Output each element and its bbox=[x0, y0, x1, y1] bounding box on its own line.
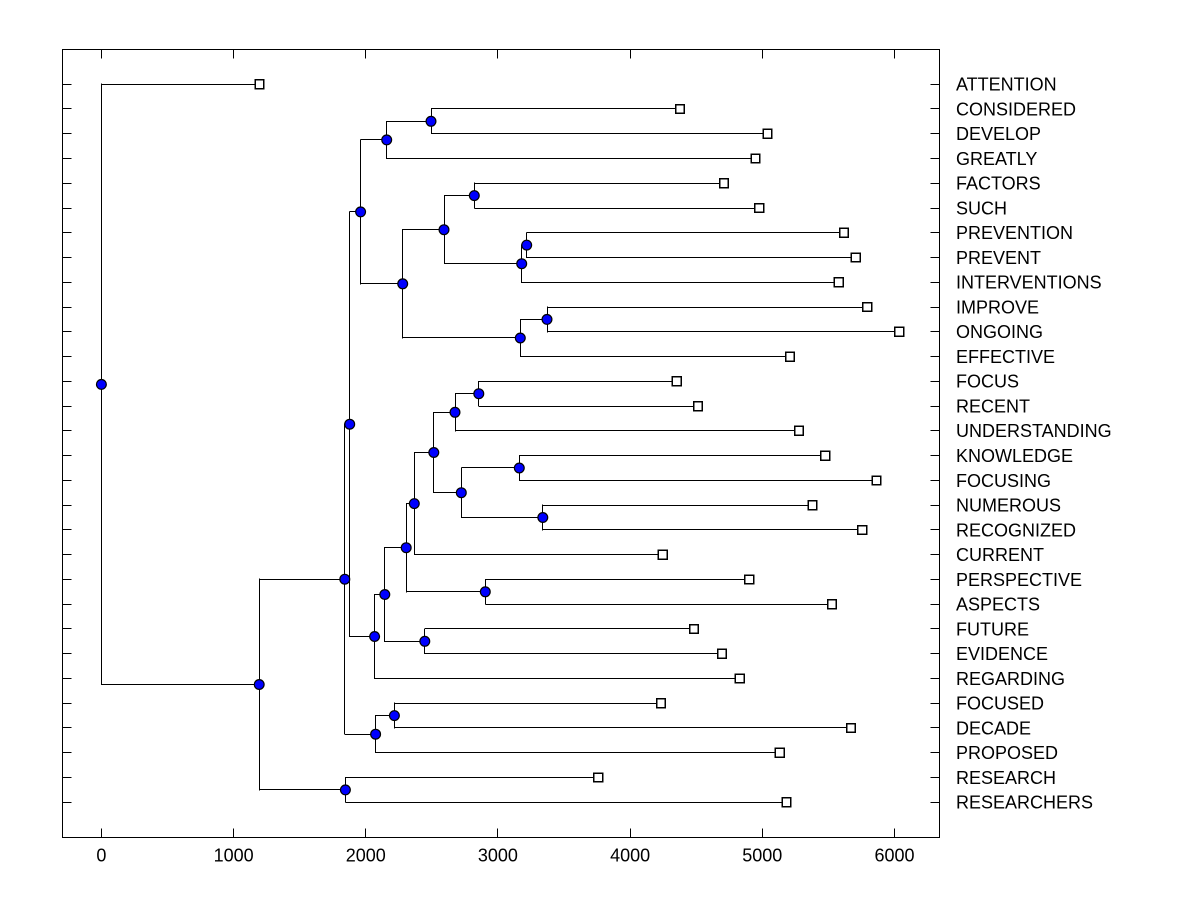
svg-text:KNOWLEDGE: KNOWLEDGE bbox=[956, 446, 1073, 466]
svg-text:RESEARCHERS: RESEARCHERS bbox=[956, 793, 1093, 813]
svg-text:2000: 2000 bbox=[346, 846, 386, 866]
svg-text:5000: 5000 bbox=[742, 846, 782, 866]
svg-text:RECENT: RECENT bbox=[956, 397, 1030, 417]
svg-text:ATTENTION: ATTENTION bbox=[956, 75, 1057, 95]
svg-text:FUTURE: FUTURE bbox=[956, 619, 1029, 639]
svg-text:PERSPECTIVE: PERSPECTIVE bbox=[956, 570, 1082, 590]
svg-text:ONGOING: ONGOING bbox=[956, 322, 1043, 342]
svg-text:GREATLY: GREATLY bbox=[956, 149, 1037, 169]
svg-text:RESEARCH: RESEARCH bbox=[956, 768, 1056, 788]
svg-text:SUCH: SUCH bbox=[956, 198, 1007, 218]
svg-text:3000: 3000 bbox=[478, 846, 518, 866]
svg-text:FACTORS: FACTORS bbox=[956, 174, 1041, 194]
svg-text:INTERVENTIONS: INTERVENTIONS bbox=[956, 273, 1102, 293]
svg-text:0: 0 bbox=[96, 846, 106, 866]
svg-text:IMPROVE: IMPROVE bbox=[956, 297, 1039, 317]
svg-text:PREVENTION: PREVENTION bbox=[956, 223, 1073, 243]
svg-text:DEVELOP: DEVELOP bbox=[956, 124, 1041, 144]
svg-text:4000: 4000 bbox=[610, 846, 650, 866]
svg-text:PROPOSED: PROPOSED bbox=[956, 743, 1058, 763]
svg-text:REGARDING: REGARDING bbox=[956, 669, 1065, 689]
svg-text:FOCUSED: FOCUSED bbox=[956, 694, 1044, 714]
svg-text:ASPECTS: ASPECTS bbox=[956, 595, 1040, 615]
svg-text:EFFECTIVE: EFFECTIVE bbox=[956, 347, 1055, 367]
svg-text:DECADE: DECADE bbox=[956, 718, 1031, 738]
svg-text:FOCUS: FOCUS bbox=[956, 372, 1019, 392]
svg-text:RECOGNIZED: RECOGNIZED bbox=[956, 520, 1076, 540]
svg-text:6000: 6000 bbox=[874, 846, 914, 866]
svg-text:1000: 1000 bbox=[214, 846, 254, 866]
svg-text:NUMEROUS: NUMEROUS bbox=[956, 496, 1061, 516]
svg-text:UNDERSTANDING: UNDERSTANDING bbox=[956, 421, 1112, 441]
svg-text:CONSIDERED: CONSIDERED bbox=[956, 99, 1076, 119]
svg-text:CURRENT: CURRENT bbox=[956, 545, 1044, 565]
svg-text:EVIDENCE: EVIDENCE bbox=[956, 644, 1048, 664]
svg-text:PREVENT: PREVENT bbox=[956, 248, 1041, 268]
svg-text:FOCUSING: FOCUSING bbox=[956, 471, 1051, 491]
